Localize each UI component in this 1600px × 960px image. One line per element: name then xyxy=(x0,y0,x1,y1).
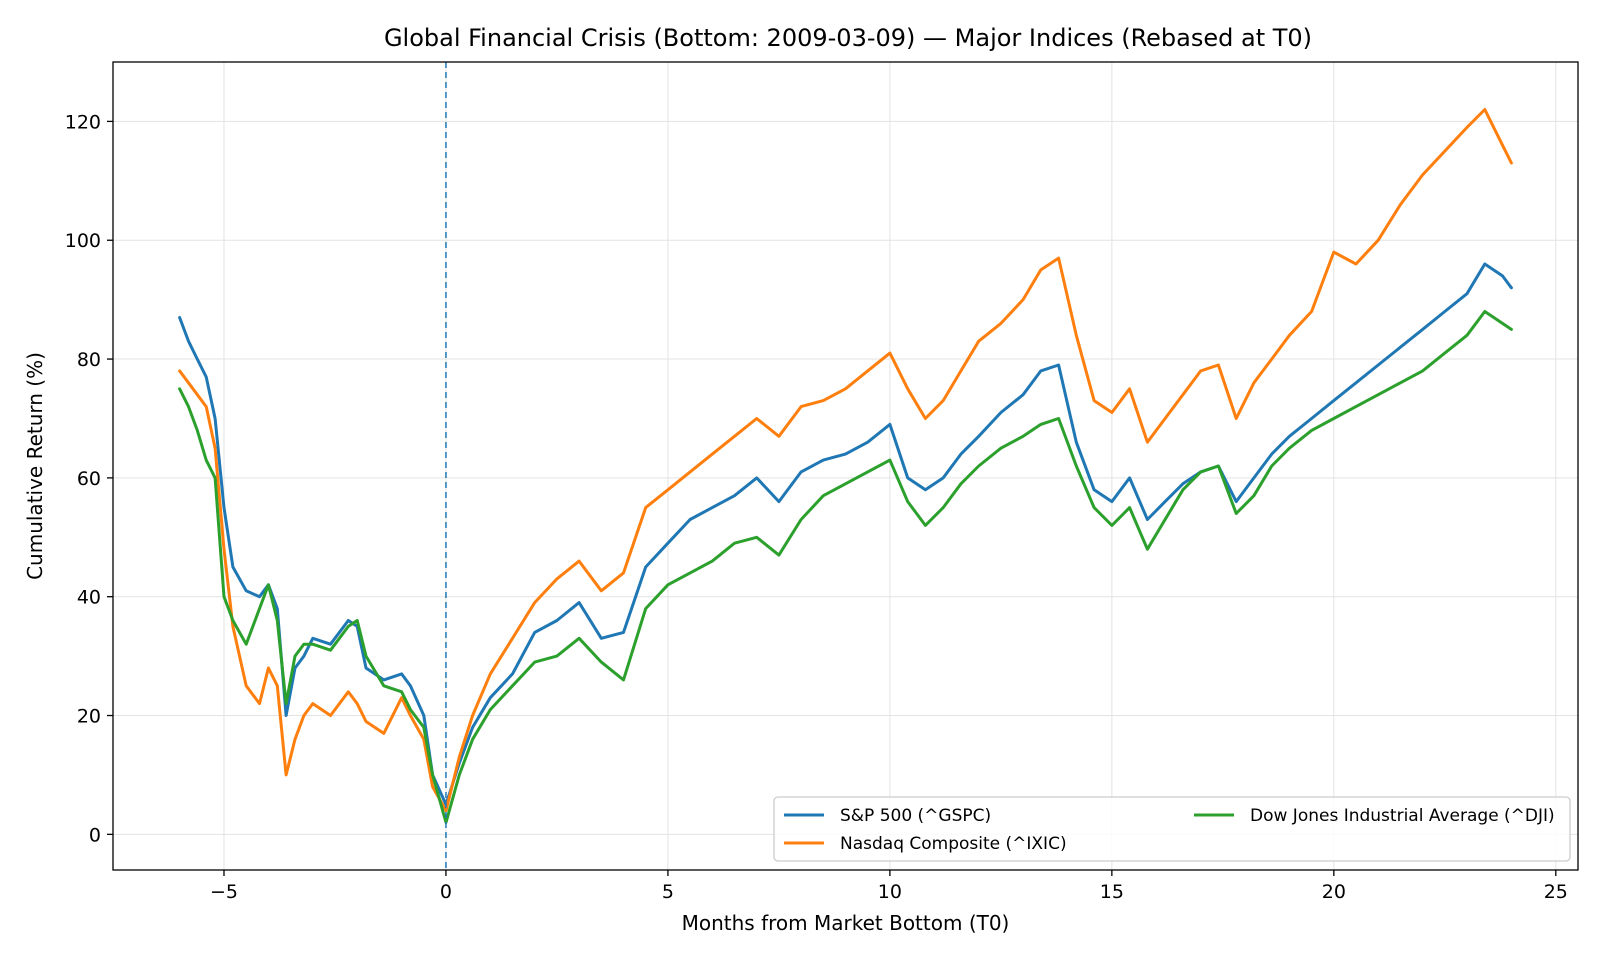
legend-box xyxy=(773,796,1571,862)
axes-frame xyxy=(112,61,1579,871)
chart-title: Global Financial Crisis (Bottom: 2009-03… xyxy=(384,24,1312,52)
y-axis-label: Cumulative Return (%) xyxy=(23,352,47,580)
series-line-sp500 xyxy=(178,262,1513,807)
legend-label: Dow Jones Industrial Average (^DJI) xyxy=(1250,806,1555,826)
plot-area xyxy=(178,62,1513,870)
y-tick-label: 80 xyxy=(77,349,101,371)
x-axis-label: Months from Market Bottom (T0) xyxy=(682,911,1010,935)
y-tick-label: 40 xyxy=(77,587,101,609)
y-tick-label: 100 xyxy=(65,230,101,252)
x-tick-label: 25 xyxy=(1544,881,1568,903)
x-tick-label: 0 xyxy=(440,881,452,903)
y-tick-label: 0 xyxy=(89,824,101,846)
x-tick-label: 5 xyxy=(662,881,674,903)
grid xyxy=(113,62,1578,870)
y-tick-label: 120 xyxy=(65,111,101,133)
y-tick-label: 20 xyxy=(77,706,101,728)
series-line-nasdaq xyxy=(178,108,1513,813)
legend-label: S&P 500 (^GSPC) xyxy=(840,806,991,826)
series-line-dow xyxy=(178,310,1513,824)
x-tick-label: −5 xyxy=(210,881,238,903)
x-tick-label: 20 xyxy=(1322,881,1346,903)
x-axis: −5 0 5 10 15 20 25 xyxy=(210,870,1568,903)
y-axis: 0 20 40 60 80 100 120 xyxy=(65,111,113,846)
x-tick-label: 10 xyxy=(878,881,902,903)
legend: S&P 500 (^GSPC) Nasdaq Composite (^IXIC) D… xyxy=(773,796,1571,862)
x-tick-label: 15 xyxy=(1100,881,1124,903)
y-tick-label: 60 xyxy=(77,468,101,490)
legend-label: Nasdaq Composite (^IXIC) xyxy=(840,834,1067,854)
